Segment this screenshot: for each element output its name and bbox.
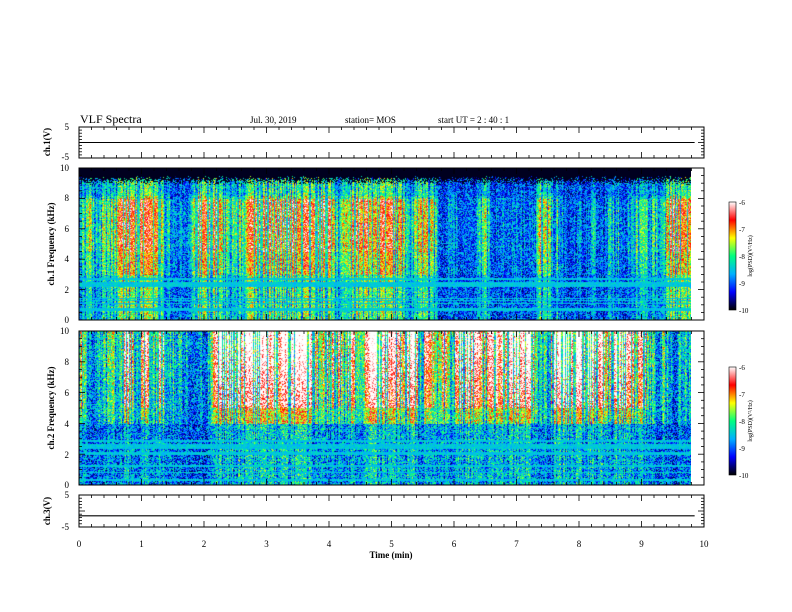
ch2-cbtick-neg10: -10 xyxy=(739,472,749,480)
ch1-voltage-ylabel: ch.1(V) xyxy=(42,128,52,156)
time-tick-label-1: 1 xyxy=(139,539,144,549)
ch2-spectrogram-panel: 10 8 6 4 2 0 ch.2 Frequency (kHz) -6 -7 … xyxy=(46,326,754,490)
ch2-colorbar-label: log(PSD)(V²/Hz) xyxy=(747,400,754,441)
ch1-cbtick-neg6: -6 xyxy=(739,199,745,207)
ch1-spectrogram-panel: 10 8 6 4 2 0 ch.1 Frequency (kHz) -6 -7 … xyxy=(46,163,754,325)
ch1-voltage-ytick-top: 5 xyxy=(65,122,70,132)
ch1-ytick-8: 8 xyxy=(65,193,70,203)
ch2-colorbar xyxy=(728,366,737,476)
time-tick-label-6: 6 xyxy=(452,539,457,549)
ch1-voltage-ytick-bottom: -5 xyxy=(62,152,70,162)
ch3-voltage-ytick-bottom: -5 xyxy=(62,522,70,532)
ch2-ytick-6: 6 xyxy=(65,388,70,398)
time-tick-label-2: 2 xyxy=(202,539,207,549)
ch2-spectrogram-ylabel: ch.2 Frequency (kHz) xyxy=(46,366,56,449)
ch2-ytick-10: 10 xyxy=(60,326,70,336)
ch1-spectrogram-heatmap xyxy=(79,168,691,320)
time-tick-label-0: 0 xyxy=(77,539,82,549)
ch1-cbtick-neg9: -9 xyxy=(739,280,745,288)
ch1-cbtick-neg7: -7 xyxy=(739,226,745,234)
ch1-ytick-6: 6 xyxy=(65,224,70,234)
ch1-cbtick-neg10: -10 xyxy=(739,307,749,315)
time-tick-label-4: 4 xyxy=(327,539,332,549)
ch3-voltage-ylabel: ch.3(V) xyxy=(42,497,52,525)
time-tick-label-7: 7 xyxy=(514,539,519,549)
ch2-ytick-2: 2 xyxy=(65,450,70,460)
ch2-cbtick-neg7: -7 xyxy=(739,391,745,399)
ch2-spectrogram-image-wrap xyxy=(79,331,691,485)
ch1-colorbar-label: log(PSD)(V²/Hz) xyxy=(747,235,754,276)
time-tick-label-10: 10 xyxy=(700,539,710,549)
time-axis-tick-labels: 0 1 2 3 4 5 6 7 8 9 10 xyxy=(77,539,709,549)
ch1-ytick-2: 2 xyxy=(65,285,70,295)
start-ut-label: start UT = 2 : 40 : 1 xyxy=(438,115,509,125)
ch1-spectrogram-image-wrap xyxy=(79,168,691,320)
ch2-spectrogram-heatmap xyxy=(79,331,691,485)
ch3-voltage-ytick-top: 5 xyxy=(65,490,70,500)
ch1-cbtick-neg8: -8 xyxy=(739,253,745,261)
axis-ticks xyxy=(78,126,705,528)
ch2-cbtick-neg9: -9 xyxy=(739,445,745,453)
ch1-ytick-4: 4 xyxy=(65,254,70,264)
date-label: Jul. 30, 2019 xyxy=(250,115,297,125)
figure-title: VLF Spectra xyxy=(80,112,142,126)
ch2-ytick-4: 4 xyxy=(65,419,70,429)
ch2-ytick-8: 8 xyxy=(65,357,70,367)
time-tick-label-8: 8 xyxy=(577,539,582,549)
ch1-ytick-10: 10 xyxy=(60,163,70,173)
time-tick-label-5: 5 xyxy=(389,539,394,549)
ch2-ytick-0: 0 xyxy=(65,480,70,490)
time-axis-label: Time (min) xyxy=(369,550,412,560)
ch1-spectrogram-ylabel: ch.1 Frequency (kHz) xyxy=(46,202,56,285)
ch2-cbtick-neg8: -8 xyxy=(739,418,745,426)
station-label: station= MOS xyxy=(345,115,396,125)
time-tick-label-3: 3 xyxy=(264,539,269,549)
ch2-cbtick-neg6: -6 xyxy=(739,364,745,372)
ch1-colorbar xyxy=(728,201,737,311)
ch1-ytick-0: 0 xyxy=(65,315,70,325)
time-tick-label-9: 9 xyxy=(639,539,644,549)
